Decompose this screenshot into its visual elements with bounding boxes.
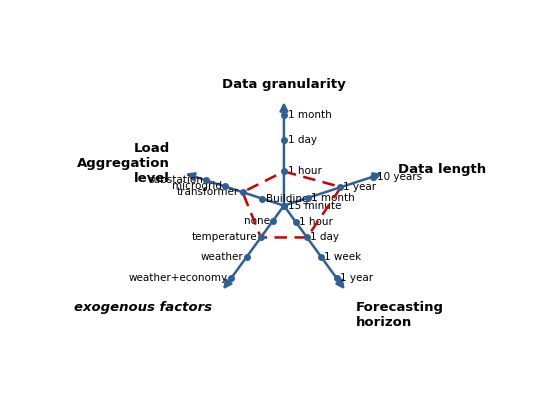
Text: transformer: transformer [177,187,239,197]
Text: 1 day: 1 day [310,232,339,242]
Text: 1 month: 1 month [288,110,331,120]
Text: substation: substation [148,176,203,185]
Text: 10 years: 10 years [377,171,423,181]
Text: 15 minute: 15 minute [288,201,341,211]
Text: none: none [244,216,270,226]
Text: 1 week: 1 week [324,252,362,262]
Text: 1 year: 1 year [340,273,373,284]
Text: 1 hour: 1 hour [299,218,333,227]
Text: 1 month: 1 month [311,193,355,203]
Text: Forecasting
horizon: Forecasting horizon [356,302,444,329]
Text: Data granularity: Data granularity [222,78,346,91]
Text: 1 year: 1 year [343,182,376,192]
Text: Data length: Data length [398,163,486,176]
Text: Load
Aggregation
level: Load Aggregation level [77,142,170,185]
Text: temperature: temperature [192,232,258,242]
Text: 1 hour: 1 hour [288,166,322,176]
Text: microgrid: microgrid [172,181,222,192]
Text: 1 day: 1 day [288,135,317,145]
Text: Building: Building [265,194,308,204]
Text: exogenous factors: exogenous factors [74,302,212,315]
Text: weather+economy: weather+economy [129,273,228,284]
Text: weather: weather [201,252,244,262]
